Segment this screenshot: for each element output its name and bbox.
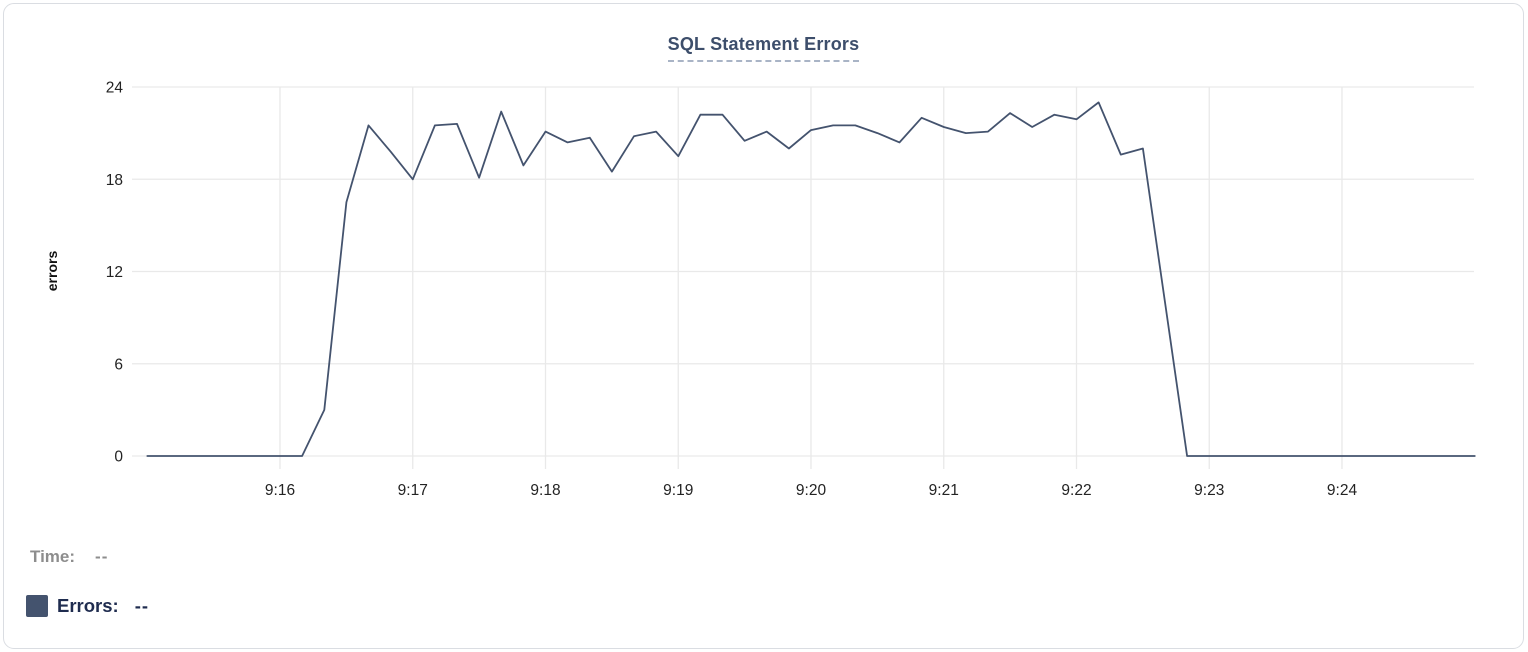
x-tick-label: 9:22 <box>1061 482 1091 499</box>
errors-value: -- <box>134 595 150 616</box>
time-readout-row: Time: -- <box>30 547 108 567</box>
y-tick-label: 12 <box>106 264 123 281</box>
axis-tick-labels: 0 6 12 18 24 9:16 9:17 9:18 9:19 9:20 9:21 9:22 9:23… <box>106 80 1358 500</box>
errors-line-chart[interactable]: 0 6 12 18 24 9:16 9:17 9:18 9:19 9:20 9:21 9:22 9:23… <box>4 4 1528 652</box>
x-tick-label: 9:24 <box>1327 482 1358 499</box>
time-label: Time: <box>30 547 76 566</box>
y-tick-label: 0 <box>114 449 123 466</box>
errors-label: Errors: <box>57 595 119 616</box>
x-tick-label: 9:23 <box>1194 482 1224 499</box>
errors-readout-row: Errors: -- <box>26 595 149 617</box>
y-tick-label: 24 <box>106 80 124 97</box>
y-tick-label: 6 <box>114 356 123 373</box>
errors-line-series <box>146 101 1476 457</box>
x-tick-label: 9:18 <box>530 482 560 499</box>
chart-card: SQL Statement Errors 0 6 12 18 24 9:16 9:17 9:1… <box>3 3 1524 649</box>
errors-series-swatch <box>26 595 48 617</box>
x-tick-label: 9:20 <box>796 482 827 499</box>
chart-title[interactable]: SQL Statement Errors <box>667 34 860 62</box>
x-tick-label: 9:19 <box>663 482 693 499</box>
x-tick-label: 9:21 <box>929 482 959 499</box>
time-value: -- <box>95 547 109 566</box>
y-tick-label: 18 <box>106 172 123 189</box>
title-row: SQL Statement Errors <box>4 34 1523 62</box>
gridlines <box>132 86 1474 469</box>
x-tick-label: 9:17 <box>398 482 428 499</box>
x-tick-label: 9:16 <box>265 482 295 499</box>
y-axis-title: errors <box>44 250 60 292</box>
